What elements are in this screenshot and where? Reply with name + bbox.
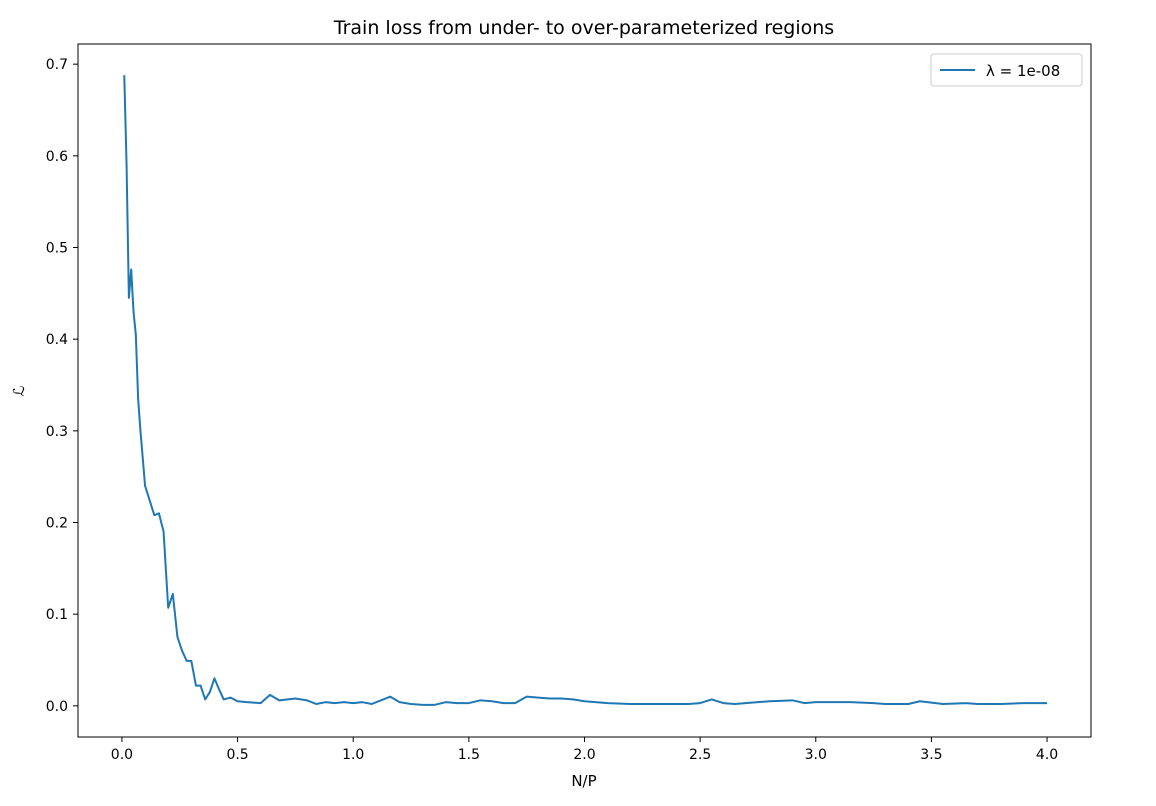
x-tick-label: 2.5 [689,747,711,763]
y-tick-label: 0.2 [46,516,68,532]
y-tick-label: 0.0 [46,699,68,715]
legend-label: λ = 1e-08 [986,62,1060,80]
y-tick-label: 0.4 [46,332,68,348]
x-tick-label: 3.0 [805,747,827,763]
legend: λ = 1e-08 [930,53,1083,87]
x-axis: 0.0 0.5 1.0 1.5 2.0 2.5 3.0 3.5 4.0 [111,737,1058,763]
x-tick-label: 1.5 [458,747,480,763]
y-tick-label: 0.3 [46,424,68,440]
legend-box [930,53,1083,87]
y-axis: 0.0 0.1 0.2 0.3 0.4 0.5 0.6 0.7 [46,57,78,715]
x-tick-label: 4.0 [1036,747,1058,763]
x-tick-label: 2.0 [573,747,595,763]
y-tick-label: 0.5 [46,241,68,257]
series-line-0 [123,75,1048,706]
x-tick-label: 0.0 [111,747,133,763]
x-tick-label: 1.0 [342,747,364,763]
x-tick-label: 0.5 [226,747,248,763]
y-tick-label: 0.7 [46,57,68,73]
x-axis-label: N/P [571,772,596,790]
y-axis-label: ℒ [10,386,28,397]
y-tick-label: 0.6 [46,149,68,165]
plot-area [123,75,1048,706]
chart-title: Train loss from under- to over-parameter… [333,17,834,39]
x-tick-label: 3.5 [920,747,942,763]
y-tick-label: 0.1 [46,607,68,623]
